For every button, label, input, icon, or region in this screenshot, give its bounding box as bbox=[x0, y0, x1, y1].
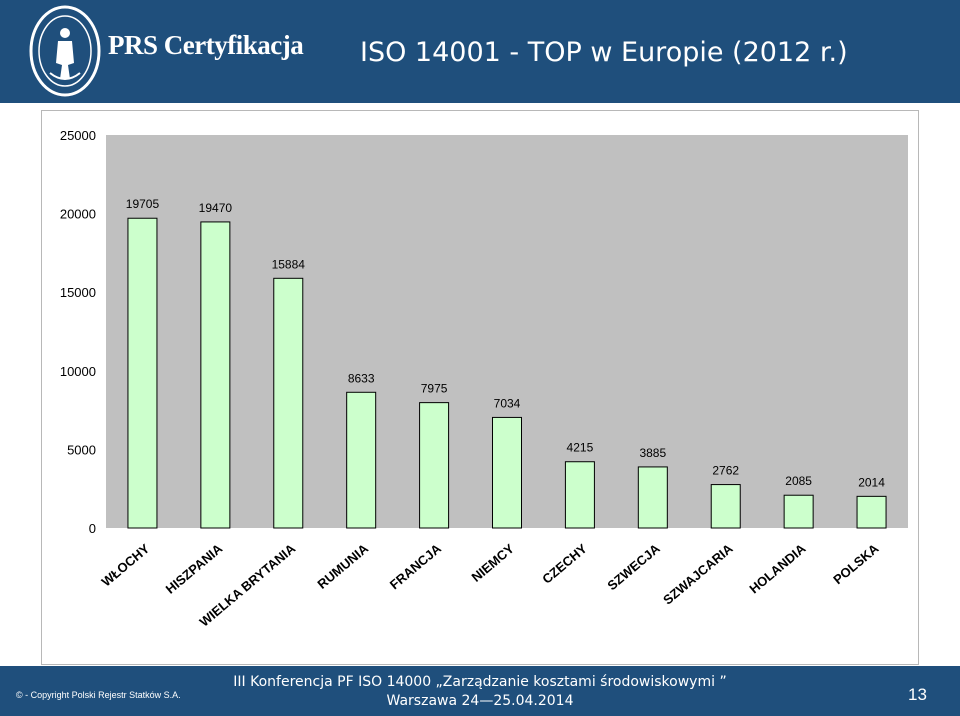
x-tick-label: NIEMCY bbox=[469, 541, 518, 585]
x-tick-label: FRANCJA bbox=[387, 540, 445, 592]
data-label: 4215 bbox=[567, 441, 594, 455]
footer-bar: © - Copyright Polski Rejestr Statków S.A… bbox=[0, 666, 960, 716]
x-tick-label: SZWECJA bbox=[604, 540, 663, 593]
conference-date: Warszawa 24—25.04.2014 bbox=[386, 693, 574, 709]
conference-title: III Konferencja PF ISO 14000 „Zarządzani… bbox=[233, 674, 727, 690]
data-label: 8633 bbox=[348, 371, 375, 385]
brand-name: PRS Certyfikacja bbox=[108, 30, 304, 60]
y-tick-label: 15000 bbox=[60, 285, 96, 300]
data-label: 3885 bbox=[639, 446, 666, 460]
data-label: 19705 bbox=[126, 197, 160, 211]
x-tick-label: HISZPANIA bbox=[163, 540, 226, 596]
chart-area: 0 5000 10000 15000 20000 25000 19705 WŁOCHY 1947… bbox=[41, 110, 919, 665]
y-tick-label: 20000 bbox=[60, 207, 96, 222]
data-label: 2762 bbox=[712, 464, 739, 478]
bar bbox=[346, 391, 377, 529]
x-tick-label: CZECHY bbox=[539, 541, 590, 587]
bar bbox=[564, 461, 595, 529]
y-tick-label: 0 bbox=[89, 521, 96, 536]
page-number: 13 bbox=[908, 685, 927, 704]
bar bbox=[637, 466, 668, 529]
data-label: 2085 bbox=[785, 474, 812, 488]
bar bbox=[783, 494, 814, 529]
bar-chart: 0 5000 10000 15000 20000 25000 19705 WŁOCHY 1947… bbox=[60, 128, 908, 630]
bar bbox=[200, 221, 231, 529]
bar bbox=[127, 217, 158, 529]
y-tick-label: 25000 bbox=[60, 128, 96, 143]
data-label: 2014 bbox=[858, 475, 885, 489]
x-tick-label: HOLANDIA bbox=[746, 540, 809, 596]
x-tick-label: POLSKA bbox=[830, 540, 882, 587]
bar bbox=[492, 416, 522, 529]
data-label: 19470 bbox=[199, 201, 233, 215]
header-bar: PRS Certyfikacja ISO 14001 - TOP w Europ… bbox=[0, 0, 960, 103]
x-tick-label: SZWAJCARIA bbox=[660, 540, 736, 607]
x-tick-label: RUMUNIA bbox=[314, 540, 371, 591]
bar bbox=[710, 484, 741, 529]
bar bbox=[273, 277, 304, 529]
prs-logo-icon bbox=[29, 5, 101, 97]
y-tick-label: 10000 bbox=[60, 364, 96, 379]
data-label: 7975 bbox=[421, 382, 448, 396]
data-label: 15884 bbox=[272, 257, 306, 271]
page-title: ISO 14001 - TOP w Europie (2012 r.) bbox=[360, 37, 848, 68]
data-label: 7034 bbox=[494, 396, 521, 410]
bar bbox=[856, 495, 887, 529]
bar bbox=[419, 402, 450, 529]
x-tick-label: WŁOCHY bbox=[98, 541, 152, 590]
copyright-text: © - Copyright Polski Rejestr Statków S.A… bbox=[16, 690, 181, 700]
y-tick-label: 5000 bbox=[67, 442, 96, 457]
